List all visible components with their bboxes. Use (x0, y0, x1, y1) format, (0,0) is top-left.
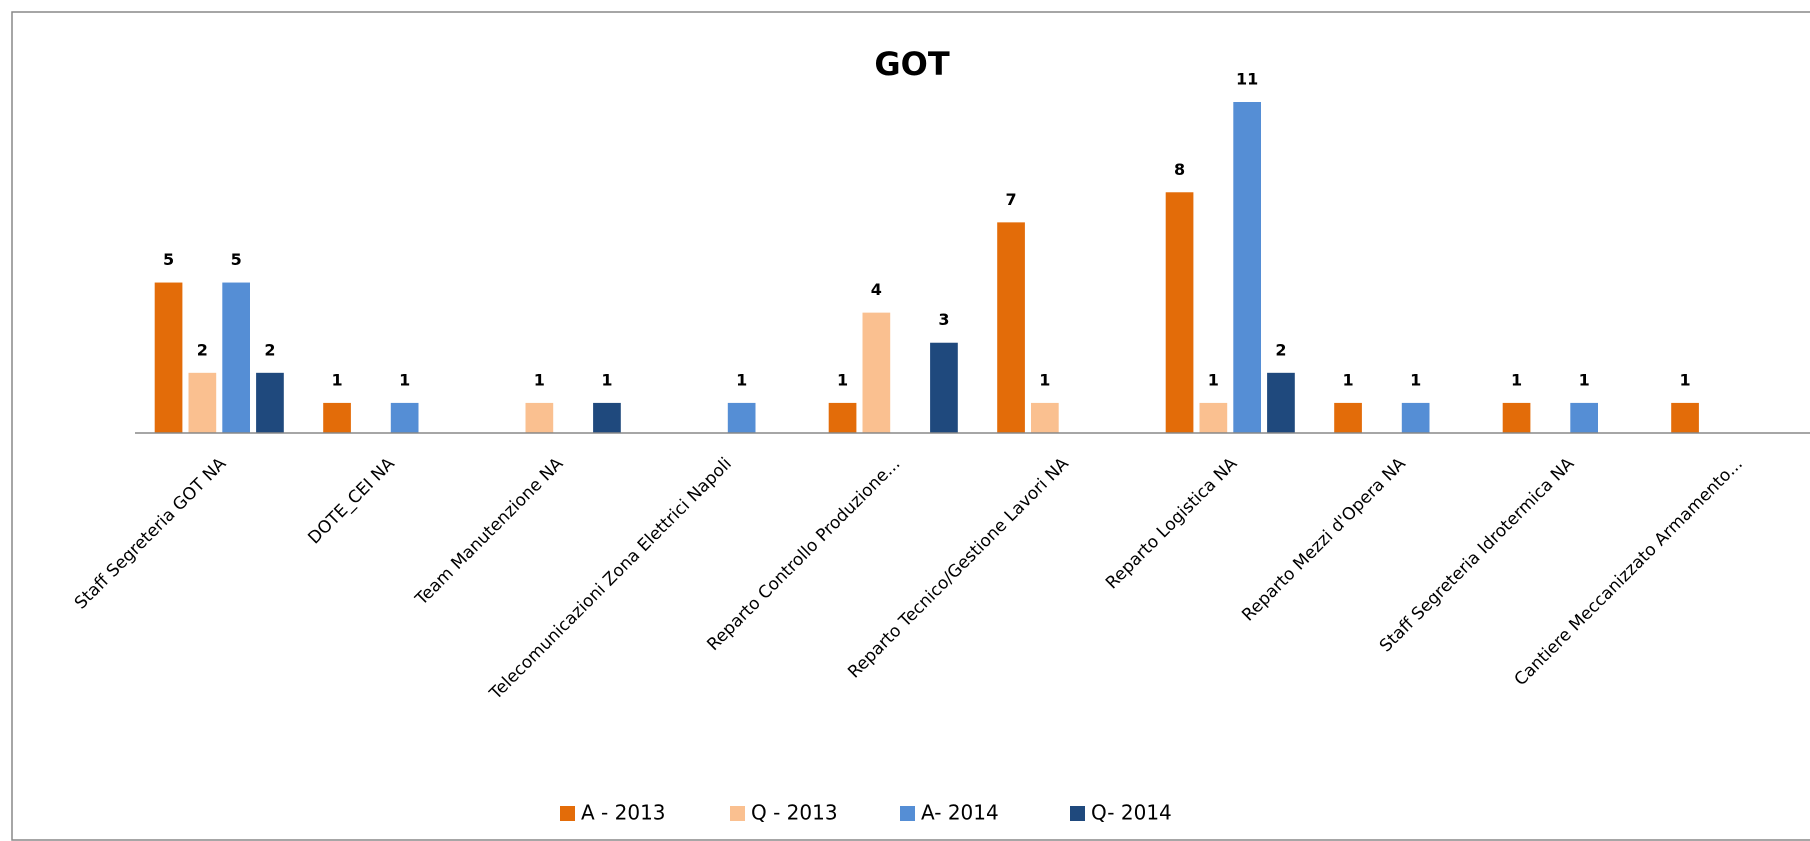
x-tick-label: Staff Segreteria GOT NA (71, 454, 231, 614)
data-label: 5 (163, 250, 174, 269)
data-label: 1 (837, 370, 848, 389)
bar (222, 282, 250, 433)
data-label: 1 (534, 370, 545, 389)
data-label: 1 (1579, 370, 1590, 389)
legend-label: A - 2013 (581, 801, 666, 825)
x-tick-label: Reparto Controllo Produzione... (703, 454, 904, 655)
legend-swatch (900, 806, 915, 821)
data-label: 1 (736, 370, 747, 389)
data-label: 2 (264, 340, 275, 359)
bar (1502, 402, 1531, 433)
bar (390, 402, 419, 433)
x-tick-label: Team Manutenzione NA (411, 454, 567, 610)
bar (1401, 402, 1430, 433)
bar (525, 402, 554, 433)
bar (997, 222, 1025, 433)
data-label: 2 (1275, 340, 1286, 359)
legend-swatch (1070, 806, 1085, 821)
bar (1267, 372, 1295, 433)
data-label: 1 (1410, 370, 1421, 389)
data-label: 1 (601, 370, 612, 389)
legend-label: Q - 2013 (751, 801, 838, 825)
data-label: 5 (231, 250, 242, 269)
bar (1031, 402, 1059, 433)
chart-frame (11, 11, 1810, 841)
x-tick-label: Reparto Logistica NA (1102, 454, 1242, 594)
bar (323, 402, 351, 433)
x-tick-label: Reparto Mezzi d'Opera NA (1238, 454, 1410, 626)
data-label: 1 (1039, 370, 1050, 389)
bar (1233, 102, 1261, 433)
data-label: 1 (1208, 370, 1219, 389)
data-label: 1 (1511, 370, 1522, 389)
bar (1671, 402, 1699, 433)
chart-title: GOT (874, 45, 949, 83)
data-label: 1 (331, 370, 342, 389)
data-label: 11 (1236, 70, 1258, 89)
data-label: 4 (871, 280, 882, 299)
bar (1199, 402, 1228, 433)
bar (828, 402, 857, 433)
data-label: 1 (1342, 370, 1353, 389)
bar (1334, 402, 1362, 433)
bar (930, 342, 958, 433)
data-label: 1 (1679, 370, 1690, 389)
data-label: 3 (938, 310, 949, 329)
x-tick-label: DOTE_CEI NA (304, 454, 399, 549)
bar (593, 402, 621, 433)
legend-swatch (730, 806, 745, 821)
data-label: 2 (197, 340, 208, 359)
legend-label: Q- 2014 (1091, 801, 1172, 825)
data-label: 8 (1174, 160, 1185, 179)
legend-label: A- 2014 (921, 801, 999, 825)
data-label: 7 (1005, 190, 1016, 209)
bar (256, 372, 284, 433)
bar (727, 402, 756, 433)
bar (862, 312, 891, 433)
bar (154, 282, 183, 433)
x-tick-label: Staff Segreteria Idrotermica NA (1376, 454, 1579, 657)
legend-swatch (560, 806, 575, 821)
data-label: 1 (399, 370, 410, 389)
bar (1570, 402, 1598, 433)
bar (1165, 192, 1194, 433)
bar (188, 372, 217, 433)
